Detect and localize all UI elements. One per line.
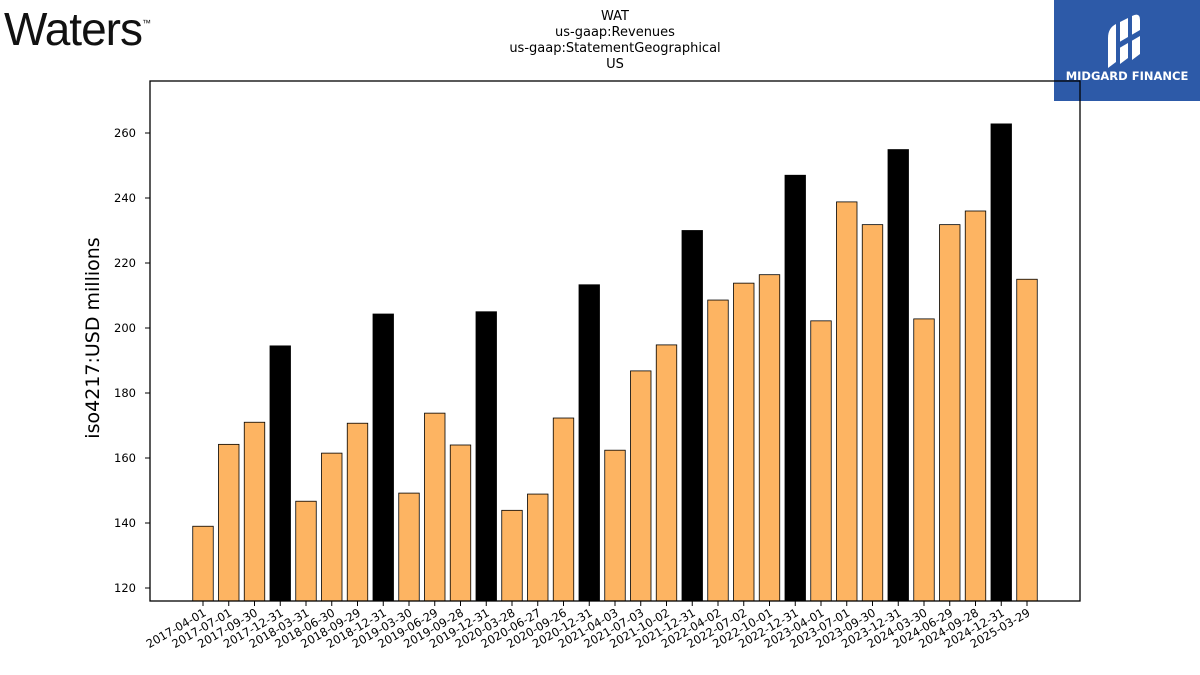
bar-2019-06-29 bbox=[424, 412, 446, 602]
bar-2023-07-01 bbox=[836, 201, 858, 602]
midgard-finance-logo: MIDGARD FINANCE bbox=[1054, 0, 1200, 101]
y-tick-label: 220 bbox=[114, 256, 136, 270]
chart-title-line-4: US bbox=[606, 57, 624, 72]
chart-title-line-3: us-gaap:StatementGeographical bbox=[509, 41, 720, 56]
midgard-logo-mark-icon bbox=[1108, 14, 1140, 68]
bar-2021-10-02 bbox=[655, 344, 678, 602]
bar-2023-09-30 bbox=[861, 224, 884, 602]
bar-2020-06-27 bbox=[527, 493, 549, 602]
chart-title-line-2: us-gaap:Revenues bbox=[555, 25, 675, 40]
y-tick-label: 260 bbox=[114, 126, 136, 140]
bar-2024-03-30 bbox=[913, 318, 935, 602]
bar-2017-04-01 bbox=[192, 525, 214, 602]
bar-2018-12-31 bbox=[372, 313, 394, 602]
x-axis-ticks: 2017-04-012017-07-012017-09-302017-12-31… bbox=[144, 601, 1033, 651]
y-tick-label: 120 bbox=[114, 581, 136, 595]
y-tick-label: 240 bbox=[114, 191, 136, 205]
y-axis-ticks: 120 140 160 180 200 220 240 260 bbox=[114, 126, 150, 595]
y-tick-label: 140 bbox=[114, 516, 136, 530]
bar-2022-04-02 bbox=[707, 299, 729, 602]
bar-2017-07-01 bbox=[218, 443, 240, 602]
bar-2024-09-28 bbox=[964, 210, 987, 602]
bar-2020-12-31 bbox=[578, 284, 600, 602]
midgard-logo-text: MIDGARD FINANCE bbox=[1065, 69, 1189, 83]
trademark-mark: ™ bbox=[141, 18, 151, 28]
bars-group bbox=[192, 123, 1038, 602]
bar-2019-12-31 bbox=[475, 311, 497, 602]
bar-2017-09-30 bbox=[243, 421, 266, 602]
bar-2023-12-31 bbox=[887, 149, 909, 602]
bar-2023-04-01 bbox=[810, 320, 832, 602]
y-tick-label: 160 bbox=[114, 451, 136, 465]
bar-2020-03-28 bbox=[501, 509, 523, 602]
waters-logo: Waters™ bbox=[4, 2, 151, 56]
bar-2018-09-29 bbox=[346, 422, 369, 602]
bar-2022-07-02 bbox=[733, 282, 755, 602]
bar-2024-12-31 bbox=[990, 123, 1012, 602]
bar-2019-09-28 bbox=[449, 444, 472, 602]
bar-2025-03-29 bbox=[1016, 278, 1038, 602]
bar-2021-04-03 bbox=[604, 449, 626, 602]
y-axis-label: iso4217:USD millions bbox=[82, 237, 104, 438]
chart-title: WAT us-gaap:Revenues us-gaap:StatementGe… bbox=[509, 9, 720, 72]
y-tick-label: 200 bbox=[114, 321, 136, 335]
bar-2022-12-31 bbox=[784, 174, 806, 602]
bar-2024-06-29 bbox=[939, 224, 961, 602]
bar-2019-03-30 bbox=[398, 492, 420, 602]
bar-2021-07-03 bbox=[630, 370, 652, 602]
bar-2018-03-31 bbox=[295, 500, 317, 602]
waters-logo-text: Waters bbox=[4, 3, 143, 55]
bar-2020-09-26 bbox=[552, 417, 575, 602]
bar-2017-12-31 bbox=[269, 345, 291, 602]
bar-2021-12-31 bbox=[681, 230, 703, 602]
y-tick-label: 180 bbox=[114, 386, 136, 400]
plot-frame bbox=[149, 80, 1081, 602]
chart-title-line-1: WAT bbox=[601, 9, 629, 24]
bar-2022-10-01 bbox=[758, 274, 781, 602]
bar-2018-06-30 bbox=[321, 452, 343, 602]
